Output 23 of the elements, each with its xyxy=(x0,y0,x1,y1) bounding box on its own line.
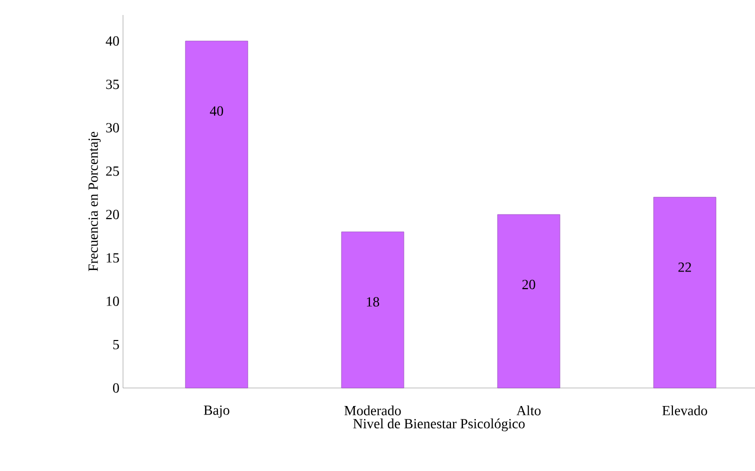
y-tick-label: 10 xyxy=(106,296,119,306)
y-tick-label: 20 xyxy=(106,210,119,220)
y-axis-title: Frecuencia en Porcentaje xyxy=(88,132,101,272)
x-tick-label: Bajo xyxy=(204,406,230,418)
y-tick-label: 5 xyxy=(113,340,119,350)
bar xyxy=(185,40,248,388)
bar xyxy=(497,214,560,388)
x-axis-title: Nivel de Bienestar Psicológico xyxy=(353,418,525,432)
y-tick-label: 0 xyxy=(113,383,119,393)
bar xyxy=(653,196,716,388)
y-tick-label: 30 xyxy=(106,123,119,132)
y-tick-label: 40 xyxy=(106,36,119,46)
bar xyxy=(341,232,404,388)
data-label: 22 xyxy=(678,262,691,272)
y-tick-label: 25 xyxy=(106,166,119,176)
data-label: 40 xyxy=(210,106,224,116)
x-tick-label: Moderado xyxy=(344,405,401,416)
y-tick-label: 15 xyxy=(106,253,119,263)
data-label: 18 xyxy=(366,297,380,307)
x-tick-label: Elevado xyxy=(662,405,708,416)
x-tick-label: Alto xyxy=(516,405,541,416)
y-tick-label: 35 xyxy=(106,80,119,90)
data-label: 20 xyxy=(522,280,536,290)
